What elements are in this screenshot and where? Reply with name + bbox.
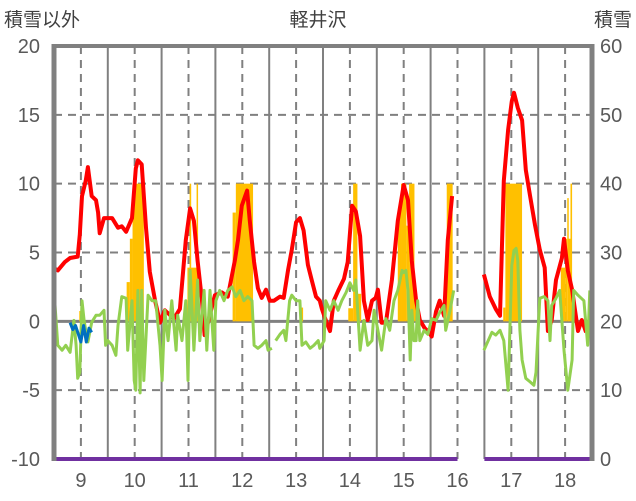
snow-bar	[503, 307, 506, 322]
snow-bar	[401, 183, 407, 322]
snow-bar	[446, 183, 453, 322]
right-axis-title: 積雪	[594, 9, 632, 31]
snow-bar	[126, 282, 130, 322]
left-tick-label: -5	[22, 380, 40, 402]
snow-bar	[570, 183, 573, 322]
snow-bar	[132, 183, 144, 322]
x-tick-label: 10	[124, 470, 146, 492]
left-tick-label: 5	[29, 243, 40, 265]
snow-bar	[189, 183, 192, 322]
series-lines	[52, 90, 592, 461]
x-tick-label: 16	[446, 470, 468, 492]
right-tick-label: 50	[600, 105, 622, 127]
x-tick-label: 11	[178, 470, 199, 492]
snow-bar	[348, 308, 354, 322]
left-axis-title: 積雪以外	[4, 9, 80, 31]
right-tick-label: 20	[600, 311, 622, 333]
x-tick-label: 12	[231, 470, 253, 492]
snow-bar	[560, 267, 566, 322]
plot-frame	[51, 44, 595, 461]
x-tick-label: 15	[393, 470, 415, 492]
left-tick-label: 20	[18, 36, 40, 58]
snow-bar	[406, 225, 410, 322]
snow-bar	[187, 267, 200, 322]
series-red-line	[481, 90, 588, 333]
x-tick-label: 9	[75, 470, 86, 492]
x-tick-label: 13	[285, 470, 307, 492]
left-tick-label: 0	[29, 311, 40, 333]
x-tick-label: 14	[339, 470, 361, 492]
right-tick-label: 10	[600, 380, 622, 402]
right-tick-label: 60	[600, 36, 622, 58]
snow-bar	[397, 212, 402, 322]
snow-bar	[565, 238, 568, 322]
x-tick-label: 18	[554, 470, 576, 492]
right-tick-label: 0	[600, 449, 611, 471]
right-tick-label: 40	[600, 174, 622, 196]
chart-title: 軽井沢	[289, 9, 346, 31]
series-blue-line	[68, 322, 93, 344]
snow-bar	[357, 293, 362, 322]
left-tick-label: 15	[18, 105, 40, 127]
snow-bar	[129, 238, 133, 322]
left-tick-label: 10	[18, 174, 40, 196]
snow-bar	[353, 183, 358, 322]
series-green-line	[482, 246, 592, 392]
series-green-line	[274, 268, 456, 362]
right-tick-label: 30	[600, 243, 622, 265]
x-tick-label: 17	[500, 470, 522, 492]
left-tick-label: -10	[11, 449, 40, 471]
